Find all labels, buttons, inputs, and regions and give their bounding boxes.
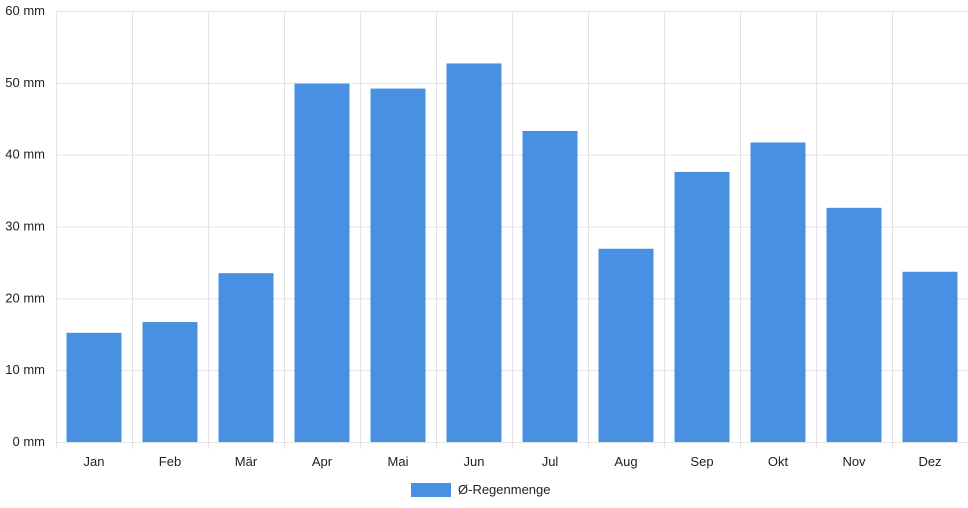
bars [66, 63, 958, 443]
bar-jan[interactable] [66, 332, 122, 442]
y-tick-label: 60 mm [5, 3, 45, 18]
legend-label: Ø-Regenmenge [458, 482, 551, 497]
bar-okt[interactable] [750, 142, 806, 442]
bar-jul[interactable] [522, 130, 578, 442]
y-tick-label: 50 mm [5, 75, 45, 90]
bar-jun[interactable] [446, 63, 502, 443]
y-tick-label: 40 mm [5, 147, 45, 162]
x-tick-label: Sep [690, 454, 713, 469]
x-tick-label: Jan [84, 454, 105, 469]
x-axis-ticks: Jan Feb Mär Apr Mai Jun Jul Aug Sep Okt Nov Dez [84, 454, 942, 469]
bar-nov[interactable] [826, 207, 882, 442]
x-tick-label: Nov [842, 454, 866, 469]
x-tick-label: Mai [388, 454, 409, 469]
bar-aug[interactable] [598, 248, 654, 442]
legend[interactable]: Ø-Regenmenge [411, 482, 551, 497]
x-tick-label: Feb [159, 454, 181, 469]
y-axis-ticks: 0 mm 10 mm 20 mm 30 mm 40 mm 50 mm 60 mm [5, 3, 45, 449]
y-tick-label: 0 mm [13, 434, 46, 449]
x-tick-label: Jul [542, 454, 559, 469]
x-tick-label: Apr [312, 454, 333, 469]
bar-feb[interactable] [142, 322, 198, 442]
x-tick-label: Okt [768, 454, 789, 469]
x-tick-label: Aug [614, 454, 637, 469]
x-tick-label: Dez [918, 454, 941, 469]
legend-swatch [411, 483, 451, 497]
bar-apr[interactable] [294, 83, 350, 442]
x-tick-label: Jun [464, 454, 485, 469]
bar-dez[interactable] [902, 271, 958, 442]
y-tick-label: 10 mm [5, 362, 45, 377]
y-tick-label: 20 mm [5, 290, 45, 305]
bar-sep[interactable] [674, 171, 730, 442]
grid-lines [56, 11, 968, 449]
y-tick-label: 30 mm [5, 219, 45, 234]
bar-mär[interactable] [218, 273, 274, 442]
bar-mai[interactable] [370, 88, 426, 442]
x-tick-label: Mär [235, 454, 258, 469]
